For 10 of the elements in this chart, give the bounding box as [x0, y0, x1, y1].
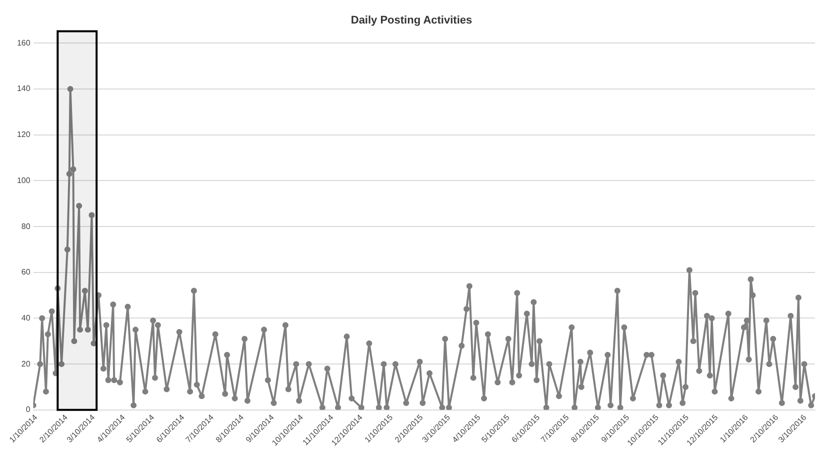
y-tick-label: 100	[16, 176, 31, 185]
y-tick-label: 60	[21, 268, 31, 277]
y-tick-label: 80	[21, 222, 31, 231]
y-tick-label: 20	[21, 359, 31, 368]
y-tick-label: 120	[16, 130, 31, 140]
y-tick-label: 160	[16, 38, 31, 48]
y-tick-label: 40	[21, 313, 31, 322]
y-tick-label: 0	[26, 405, 31, 414]
chart-title: Daily Posting Activities	[350, 14, 472, 27]
y-tick-label: 140	[16, 84, 31, 94]
